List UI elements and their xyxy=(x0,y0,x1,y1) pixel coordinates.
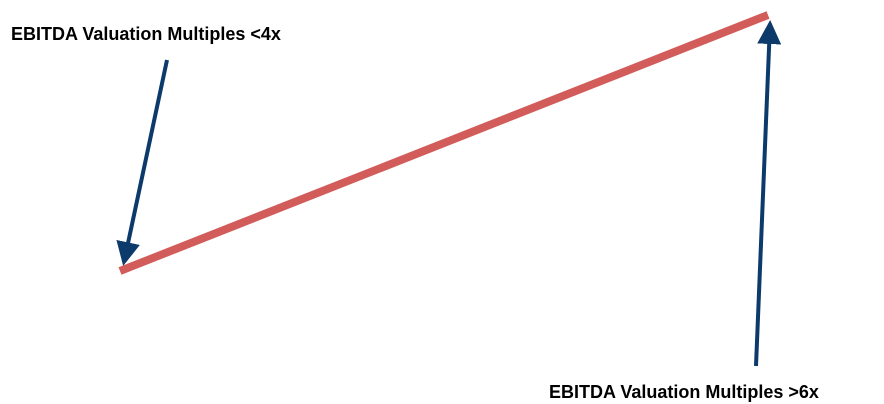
arrow-to-low-point xyxy=(116,59,169,266)
trend-line xyxy=(118,11,770,275)
label-high-multiples: EBITDA Valuation Multiples >6x xyxy=(549,382,819,402)
arrow-to-high-point xyxy=(754,20,782,367)
label-low-multiples: EBITDA Valuation Multiples <4x xyxy=(11,24,281,44)
